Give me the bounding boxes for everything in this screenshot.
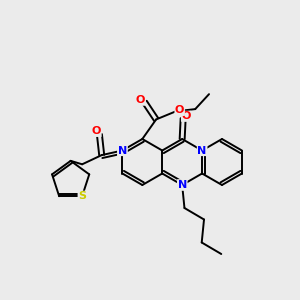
Text: N: N — [178, 180, 187, 190]
Text: O: O — [182, 111, 191, 121]
Text: O: O — [175, 105, 184, 116]
Text: N: N — [197, 146, 207, 155]
Text: S: S — [78, 191, 86, 201]
Text: N: N — [118, 146, 127, 155]
Text: N: N — [178, 180, 187, 190]
Text: N: N — [118, 146, 127, 155]
Text: O: O — [92, 126, 101, 136]
Text: O: O — [136, 95, 145, 105]
Text: N: N — [197, 146, 207, 155]
